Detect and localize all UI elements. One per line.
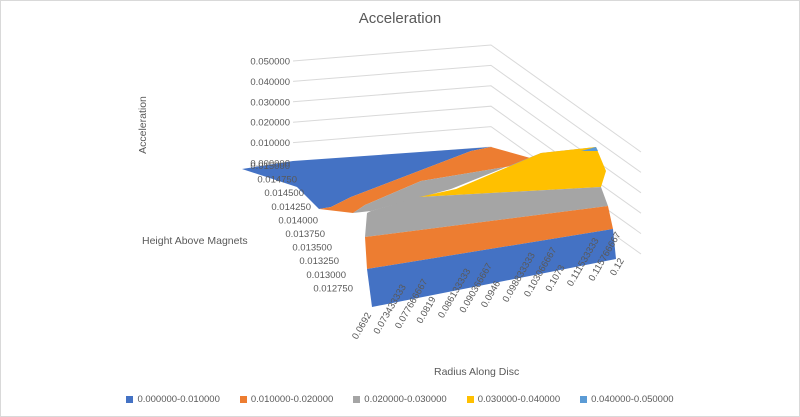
- chart-legend: 0.000000-0.010000 0.010000-0.020000 0.02…: [1, 394, 799, 405]
- legend-label: 0.000000-0.010000: [137, 394, 220, 405]
- z-tick-label: 0.010000: [250, 138, 290, 149]
- y-tick-label: 0.012750: [313, 283, 353, 294]
- y-tick-label: 0.013500: [292, 243, 332, 254]
- surface-band-2-front: [365, 187, 608, 237]
- y-tick-label: 0.015000: [250, 161, 290, 172]
- legend-label: 0.020000-0.030000: [364, 394, 447, 405]
- gridline: [292, 64, 642, 173]
- legend-swatch: [239, 396, 247, 403]
- chart-title: Acceleration: [358, 10, 442, 27]
- legend-label: 0.010000-0.020000: [250, 394, 334, 405]
- surface-band-0-front: [367, 229, 616, 307]
- y-axis-title: Height Above Magnets: [142, 235, 248, 247]
- legend-item: 0.020000-0.030000: [353, 394, 447, 405]
- y-tick-label: 0.014250: [271, 202, 311, 213]
- surface-band-2-top: [353, 147, 596, 213]
- y-tick-label: 0.014000: [278, 215, 318, 226]
- surface-band-3-top: [419, 147, 606, 197]
- legend-item: 0.030000-0.040000: [466, 394, 561, 405]
- legend-item: 0.040000-0.050000: [580, 394, 674, 405]
- legend-label: 0.040000-0.050000: [591, 394, 674, 405]
- legend-label: 0.030000-0.040000: [477, 394, 561, 405]
- z-tick-label: 0.030000: [250, 97, 290, 108]
- y-tick-label: 0.013000: [306, 270, 346, 281]
- legend-swatch: [126, 396, 134, 403]
- z-tick-label: 0.020000: [250, 118, 290, 129]
- z-tick-label: 0.050000: [250, 57, 290, 68]
- x-axis-title: Radius Along Disc: [434, 366, 520, 378]
- y-tick-label: 0.014750: [257, 175, 297, 186]
- surface-band-1-front: [365, 206, 613, 269]
- y-tick-label: 0.014500: [264, 188, 304, 199]
- legend-item: 0.000000-0.010000: [126, 394, 220, 405]
- z-axis-title: Acceleration: [136, 96, 149, 154]
- surface-band-1-top: [319, 147, 541, 213]
- x-tick-label: 0.0692: [350, 311, 374, 342]
- y-tick-label: 0.013250: [299, 256, 339, 267]
- y-tick-label: 0.013750: [285, 229, 325, 240]
- surface-band-0-top: [242, 147, 491, 209]
- legend-swatch: [353, 396, 361, 403]
- z-tick-label: 0.000000: [250, 159, 290, 170]
- legend-swatch: [466, 396, 474, 403]
- gridline: [292, 44, 642, 153]
- legend-item: 0.010000-0.020000: [239, 394, 334, 405]
- z-tick-label: 0.040000: [250, 77, 290, 88]
- surface-band-4-top: [581, 147, 598, 151]
- legend-swatch: [580, 396, 588, 403]
